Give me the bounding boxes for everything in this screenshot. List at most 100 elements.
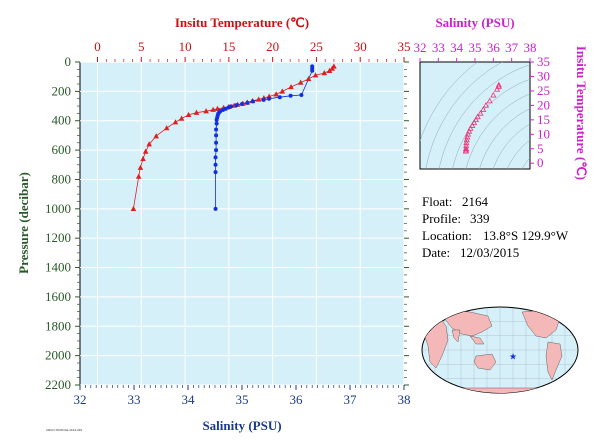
density-contour xyxy=(527,154,570,199)
india-land xyxy=(451,329,461,343)
ts-point xyxy=(462,145,470,151)
sal-tick-label: 36 xyxy=(290,392,304,407)
salinity-point xyxy=(240,101,244,106)
sal-tick-label: 35 xyxy=(236,392,249,407)
salinity-point xyxy=(277,95,282,100)
ts-x-tick-label: 38 xyxy=(524,40,537,55)
salinity-point xyxy=(214,140,219,145)
left-axis-title: Pressure (decibar) xyxy=(16,172,31,274)
pressure-tick-label: 1600 xyxy=(45,289,71,304)
date-label: Date: xyxy=(422,245,450,260)
pressure-tick-label: 1800 xyxy=(45,318,71,333)
pressure-tick-label: 2200 xyxy=(45,377,71,392)
profile-value: 339 xyxy=(470,211,490,226)
ts-ticks xyxy=(419,58,534,164)
temperature-point xyxy=(140,155,146,162)
temp-tick-label: 30 xyxy=(354,39,367,54)
temp-tick-label: 0 xyxy=(94,39,101,54)
ts-y-tick-label: 20 xyxy=(537,97,550,112)
salinity-point xyxy=(214,133,219,138)
ts-point xyxy=(462,147,469,154)
location-value: 13.8°S 129.9°W xyxy=(483,228,569,243)
temperature-point xyxy=(137,164,144,170)
density-contour xyxy=(438,64,530,169)
footer-credit: ARGO PROFILE 2164-339 xyxy=(46,428,82,432)
density-contour xyxy=(420,62,478,142)
ts-y-tick-label: 0 xyxy=(537,155,544,170)
ts-x-tick-label: 33 xyxy=(432,40,445,55)
salinity-point xyxy=(213,170,218,175)
density-contour xyxy=(465,93,530,169)
temperature-point xyxy=(288,83,294,90)
temp-tick-label: 35 xyxy=(398,39,411,54)
temperature-point xyxy=(329,65,335,71)
salinity-point xyxy=(267,96,271,101)
temperature-point xyxy=(297,79,304,85)
temperature-point xyxy=(146,141,152,147)
temp-tick-label: 10 xyxy=(179,39,192,54)
main-grid xyxy=(80,61,405,386)
ts-y-tick-label: 5 xyxy=(537,141,544,156)
svg-text:Date:12/03/2015: Date: 12/03/2015 xyxy=(422,245,519,260)
ts-x-axis-title: Salinity (PSU) xyxy=(435,15,514,30)
ts-markers xyxy=(462,81,502,154)
temp-tick-label: 20 xyxy=(266,39,279,54)
salinity-point xyxy=(261,97,266,102)
ts-point xyxy=(490,91,497,98)
ts-x-tick-label: 37 xyxy=(505,40,519,55)
pressure-tick-label: 400 xyxy=(52,113,72,128)
ts-plot-area xyxy=(419,61,531,170)
salinity-point xyxy=(213,162,218,167)
location-label: Location: xyxy=(422,228,472,243)
pressure-tick-label: 1200 xyxy=(45,230,71,245)
float-location-marker: ★ xyxy=(509,352,517,362)
salinity-point xyxy=(214,121,219,126)
svg-text:Float:2164: Float: 2164 xyxy=(422,194,489,209)
sal-tick-label: 37 xyxy=(344,392,358,407)
pressure-tick-label: 1000 xyxy=(45,201,71,216)
sal-tick-label: 38 xyxy=(398,392,411,407)
temperature-point xyxy=(193,109,200,115)
temperature-point xyxy=(135,173,142,179)
ts-point xyxy=(463,139,470,146)
ts-y-tick-label: 25 xyxy=(537,83,550,98)
temp-tick-label: 15 xyxy=(222,39,235,54)
pressure-tick-label: 200 xyxy=(52,83,72,98)
salinity-point xyxy=(213,155,218,160)
pressure-tick-label: 0 xyxy=(65,54,72,69)
salinity-point xyxy=(214,117,219,122)
temperature-point xyxy=(210,106,216,112)
density-contour xyxy=(479,108,530,169)
ts-point xyxy=(477,110,484,116)
salinity-point xyxy=(299,93,304,98)
float-info-panel: Float: 2164 Profile: 339 Location: 13.8°S 1… xyxy=(422,194,569,260)
salinity-markers xyxy=(213,64,315,211)
density-contour xyxy=(492,123,530,169)
salinity-point xyxy=(213,206,218,211)
ts-point xyxy=(486,97,493,104)
bottom-axis-title: Salinity (PSU) xyxy=(202,418,281,433)
salinity-point xyxy=(214,127,219,132)
salinity-point xyxy=(214,148,219,153)
main-plot-area xyxy=(79,61,405,386)
profile-label: Profile: xyxy=(422,211,461,226)
temperature-point xyxy=(153,133,159,139)
top-axis-title: Insitu Temperature (℃) xyxy=(175,15,309,30)
pressure-tick-label: 1400 xyxy=(45,260,71,275)
ts-point xyxy=(480,106,487,112)
temperature-point xyxy=(178,115,185,121)
ts-point xyxy=(495,83,502,89)
salinity-point xyxy=(250,99,255,104)
temperature-point xyxy=(305,75,312,82)
temperature-point xyxy=(279,88,286,94)
float-label: Float: xyxy=(422,194,452,209)
main-ticks xyxy=(75,57,409,390)
ts-y-tick-label: 15 xyxy=(537,112,550,127)
temperature-point xyxy=(255,96,262,102)
density-contour xyxy=(540,168,570,200)
temp-tick-label: 25 xyxy=(310,39,323,54)
antarctica-land xyxy=(429,387,571,393)
